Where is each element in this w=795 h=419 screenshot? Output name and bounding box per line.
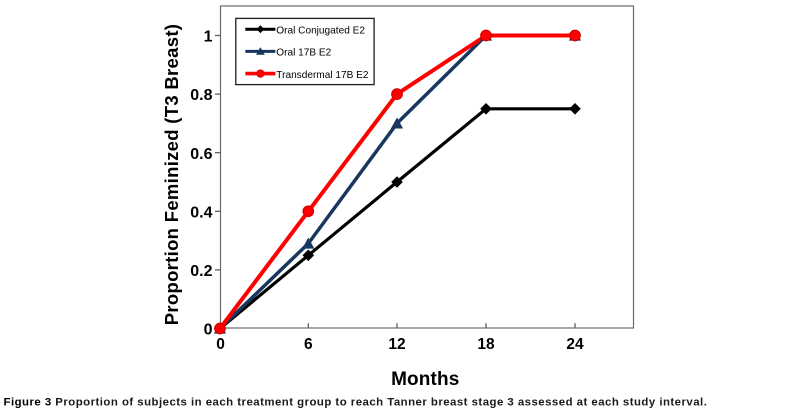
svg-text:Transdermal 17B E2: Transdermal 17B E2 (276, 70, 369, 81)
svg-text:0.6: 0.6 (190, 146, 212, 163)
svg-text:0: 0 (216, 336, 225, 353)
svg-text:0: 0 (204, 322, 213, 339)
svg-text:12: 12 (388, 336, 405, 353)
svg-text:Figure 3 Proportion of subject: Figure 3 Proportion of subjects in each … (4, 397, 708, 409)
svg-text:6: 6 (304, 336, 313, 353)
svg-text:Oral Conjugated E2: Oral Conjugated E2 (276, 26, 365, 37)
svg-text:0.8: 0.8 (190, 87, 212, 104)
svg-text:Oral 17B E2: Oral 17B E2 (276, 48, 331, 59)
svg-text:1: 1 (204, 29, 213, 46)
svg-text:24: 24 (566, 336, 584, 353)
svg-text:0.4: 0.4 (190, 204, 212, 221)
svg-text:Months: Months (391, 369, 459, 390)
svg-text:Proportion Feminized (T3 Breas: Proportion Feminized (T3 Breast) (161, 24, 182, 326)
svg-text:18: 18 (477, 336, 495, 353)
svg-text:0.2: 0.2 (190, 263, 212, 280)
